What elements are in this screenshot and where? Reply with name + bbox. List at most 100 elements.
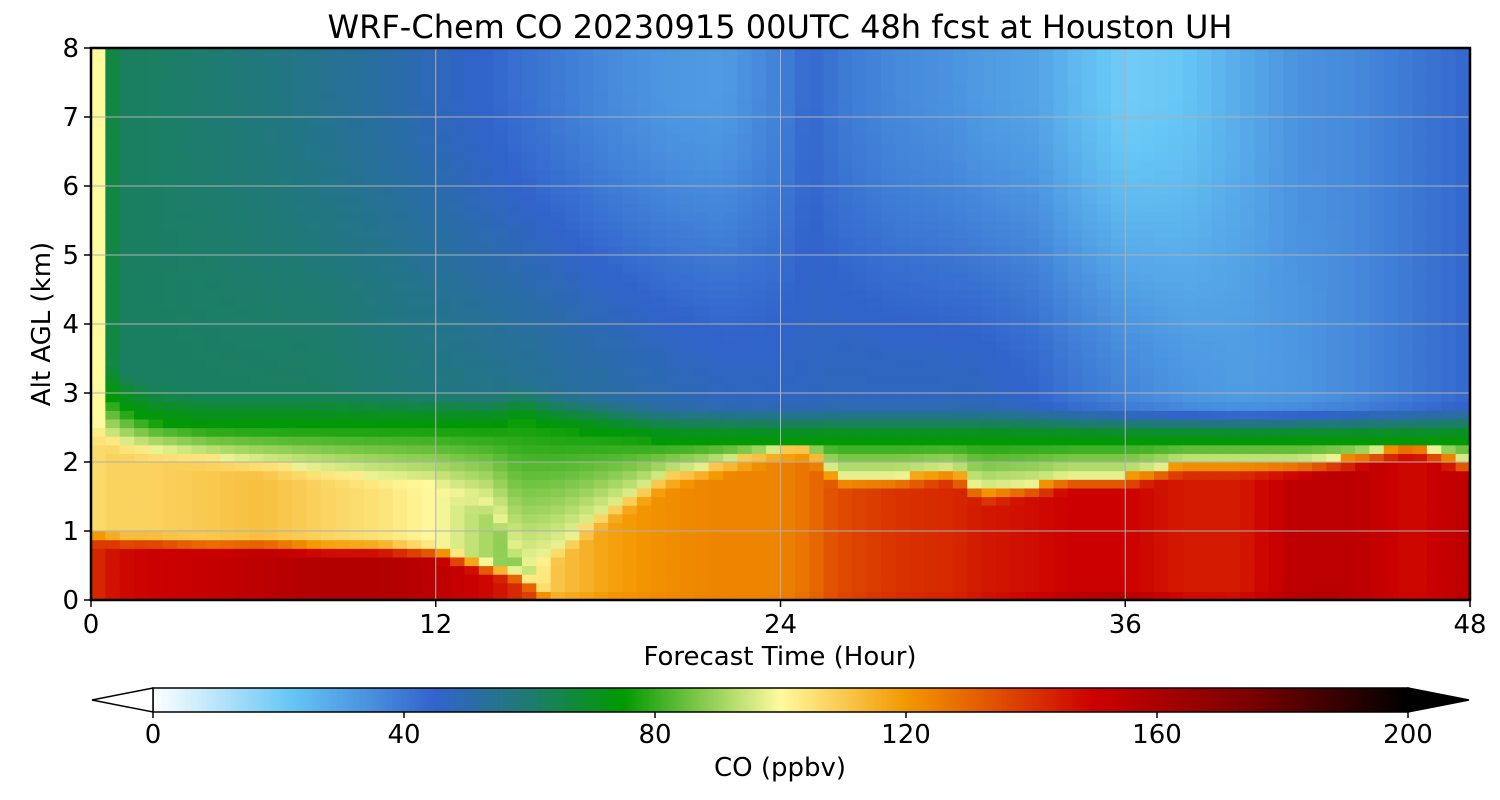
heatmap-cell bbox=[177, 539, 193, 549]
heatmap-cell bbox=[1139, 229, 1155, 239]
heatmap-cell bbox=[277, 160, 293, 170]
heatmap-cell bbox=[909, 513, 925, 523]
heatmap-cell bbox=[263, 539, 279, 549]
heatmap-cell bbox=[679, 531, 695, 541]
heatmap-cell bbox=[1096, 384, 1112, 394]
heatmap-cell bbox=[249, 99, 264, 109]
heatmap-cell bbox=[177, 341, 193, 351]
heatmap-cell bbox=[1096, 591, 1112, 601]
chart-title: WRF-Chem CO 20230915 00UTC 48h fcst at H… bbox=[328, 8, 1233, 46]
heatmap-cell bbox=[1024, 211, 1040, 222]
heatmap-cell bbox=[148, 48, 164, 58]
heatmap-cell bbox=[105, 186, 121, 196]
heatmap-cell bbox=[924, 237, 940, 247]
heatmap-cell bbox=[1024, 73, 1040, 84]
heatmap-cell bbox=[521, 349, 537, 360]
heatmap-cell bbox=[478, 375, 494, 385]
heatmap-cell bbox=[550, 298, 566, 308]
heatmap-cell bbox=[1153, 574, 1169, 584]
heatmap-cell bbox=[234, 358, 250, 368]
heatmap-cell bbox=[407, 418, 422, 429]
heatmap-cell bbox=[378, 444, 394, 454]
heatmap-cell bbox=[119, 531, 135, 541]
heatmap-cell bbox=[363, 298, 379, 308]
heatmap-cell bbox=[751, 349, 767, 360]
heatmap-cell bbox=[1067, 375, 1083, 385]
heatmap-cell bbox=[234, 591, 250, 601]
heatmap-cell bbox=[651, 427, 667, 437]
heatmap-cell bbox=[521, 306, 537, 316]
heatmap-cell bbox=[306, 117, 322, 127]
heatmap-cell bbox=[895, 99, 911, 109]
heatmap-cell bbox=[1010, 531, 1026, 541]
heatmap-cell bbox=[708, 582, 724, 592]
heatmap-cell bbox=[938, 349, 954, 360]
heatmap-cell bbox=[780, 306, 796, 316]
heatmap-cell bbox=[392, 401, 408, 411]
heatmap-cell bbox=[852, 384, 868, 394]
heatmap-cell bbox=[1082, 186, 1098, 196]
heatmap-cell bbox=[464, 255, 480, 265]
heatmap-cell bbox=[1153, 125, 1169, 135]
heatmap-cell bbox=[421, 160, 437, 170]
heatmap-cell bbox=[392, 272, 408, 282]
heatmap-cell bbox=[177, 487, 193, 498]
heatmap-cell bbox=[306, 211, 322, 222]
heatmap-cell bbox=[220, 142, 236, 153]
heatmap-cell bbox=[608, 91, 624, 101]
heatmap-cell bbox=[723, 453, 738, 463]
heatmap-cell bbox=[105, 56, 121, 66]
heatmap-cell bbox=[1039, 134, 1055, 144]
heatmap-cell bbox=[320, 531, 336, 541]
heatmap-cell bbox=[191, 393, 207, 403]
heatmap-cell bbox=[1168, 418, 1184, 429]
heatmap-cell bbox=[866, 453, 882, 463]
heatmap-cell bbox=[177, 160, 193, 170]
heatmap-cell bbox=[493, 151, 509, 161]
heatmap-cell bbox=[608, 384, 624, 394]
heatmap-cell bbox=[995, 444, 1011, 454]
heatmap-cell bbox=[1110, 548, 1126, 558]
heatmap-cell bbox=[924, 306, 940, 316]
heatmap-cell bbox=[119, 591, 135, 601]
heatmap-cell bbox=[837, 393, 853, 403]
heatmap-cell bbox=[924, 108, 940, 118]
heatmap-cell bbox=[464, 194, 480, 204]
heatmap-cell bbox=[91, 341, 106, 351]
heatmap-cell bbox=[1039, 142, 1055, 153]
heatmap-cell bbox=[105, 582, 121, 592]
heatmap-cell bbox=[1096, 531, 1112, 541]
heatmap-cell bbox=[651, 332, 667, 342]
heatmap-cell bbox=[866, 513, 882, 523]
heatmap-cell bbox=[1096, 73, 1112, 84]
heatmap-cell bbox=[895, 358, 911, 368]
heatmap-cell bbox=[967, 444, 983, 454]
heatmap-cell bbox=[392, 56, 408, 66]
heatmap-cell bbox=[320, 280, 336, 291]
heatmap-cell bbox=[751, 160, 767, 170]
heatmap-cell bbox=[421, 237, 437, 247]
heatmap-cell bbox=[694, 487, 710, 498]
heatmap-cell bbox=[1197, 384, 1213, 394]
heatmap-cell bbox=[421, 177, 437, 187]
heatmap-cell bbox=[1053, 349, 1069, 360]
heatmap-cell bbox=[320, 73, 336, 84]
heatmap-cell bbox=[1053, 375, 1069, 385]
heatmap-cell bbox=[478, 306, 494, 316]
heatmap-cell bbox=[148, 220, 164, 230]
heatmap-cell bbox=[177, 186, 193, 196]
heatmap-cell bbox=[277, 237, 293, 247]
heatmap-cell bbox=[277, 496, 293, 506]
heatmap-cell bbox=[1139, 539, 1155, 549]
heatmap-cell bbox=[363, 82, 379, 92]
heatmap-cell bbox=[234, 142, 250, 153]
heatmap-cell bbox=[694, 462, 710, 472]
heatmap-cell bbox=[723, 556, 738, 567]
heatmap-cell bbox=[1053, 582, 1069, 592]
heatmap-cell bbox=[320, 168, 336, 178]
heatmap-cell bbox=[895, 496, 911, 506]
heatmap-cell bbox=[450, 470, 466, 480]
heatmap-cell bbox=[1082, 418, 1098, 429]
heatmap-cell bbox=[1139, 306, 1155, 316]
heatmap-cell bbox=[981, 142, 997, 153]
